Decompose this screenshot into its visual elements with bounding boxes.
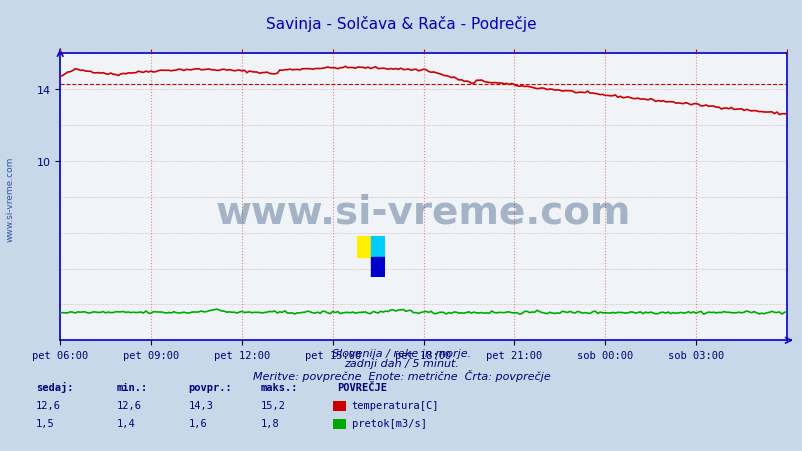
Text: 1,8: 1,8 xyxy=(261,418,279,428)
Text: 12,6: 12,6 xyxy=(116,400,141,410)
Text: 12,6: 12,6 xyxy=(36,400,61,410)
Text: Savinja - Solčava & Rača - Podrečje: Savinja - Solčava & Rača - Podrečje xyxy=(265,16,537,32)
Text: 15,2: 15,2 xyxy=(261,400,286,410)
Text: min.:: min.: xyxy=(116,382,148,392)
Text: www.si-vreme.com: www.si-vreme.com xyxy=(6,156,15,241)
Bar xyxy=(371,237,385,257)
Text: 1,4: 1,4 xyxy=(116,418,135,428)
Text: temperatura[C]: temperatura[C] xyxy=(351,400,439,410)
Text: Slovenija / reke in morje.: Slovenija / reke in morje. xyxy=(331,348,471,358)
Text: zadnji dan / 5 minut.: zadnji dan / 5 minut. xyxy=(343,359,459,368)
Text: POVREČJE: POVREČJE xyxy=(337,382,387,392)
Text: pretok[m3/s]: pretok[m3/s] xyxy=(351,418,426,428)
Bar xyxy=(357,237,371,257)
Text: maks.:: maks.: xyxy=(261,382,298,392)
Text: 1,5: 1,5 xyxy=(36,418,55,428)
Text: povpr.:: povpr.: xyxy=(188,382,232,392)
Text: Meritve: povprečne  Enote: metrične  Črta: povprečje: Meritve: povprečne Enote: metrične Črta:… xyxy=(253,369,549,381)
Text: 14,3: 14,3 xyxy=(188,400,213,410)
Text: sedaj:: sedaj: xyxy=(36,381,74,392)
Bar xyxy=(371,257,385,277)
Text: www.si-vreme.com: www.si-vreme.com xyxy=(216,193,630,230)
Text: 1,6: 1,6 xyxy=(188,418,207,428)
